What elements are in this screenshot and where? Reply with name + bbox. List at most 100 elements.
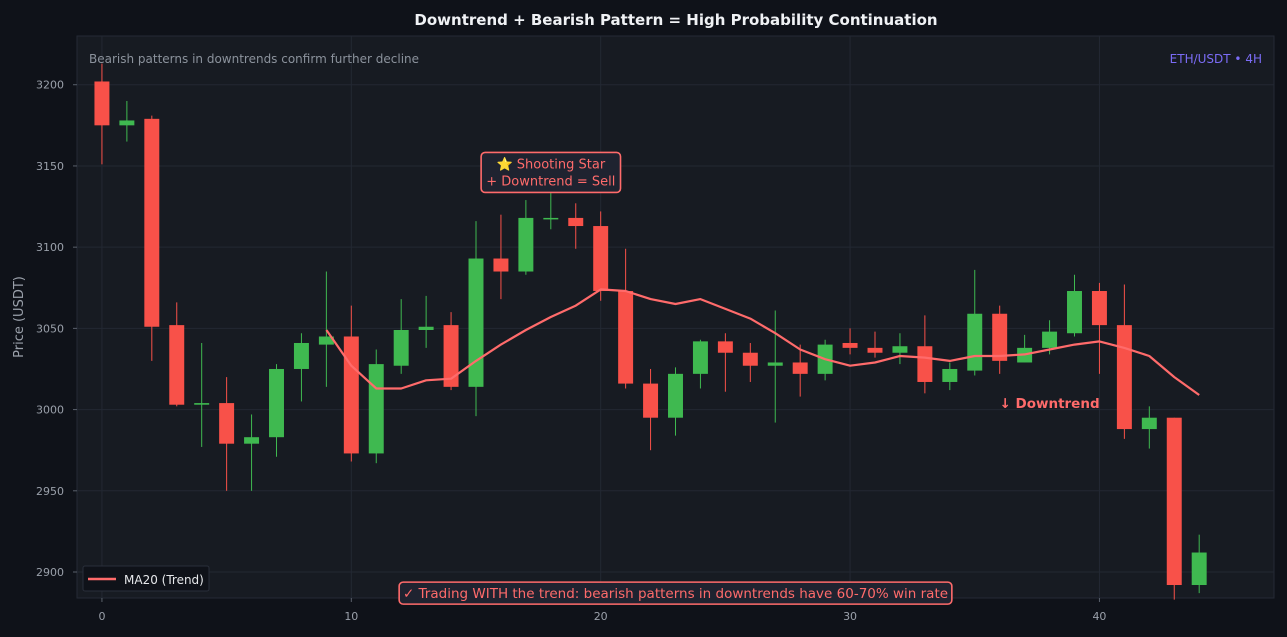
candle-body [368, 364, 384, 454]
candle-body [992, 313, 1008, 361]
candle-body [443, 325, 459, 387]
candle-bullish [1141, 406, 1157, 449]
candle-body [917, 346, 933, 382]
annotations: ⭐ Shooting Star + Downtrend = Sell ↓ Downt… [398, 151, 1100, 605]
candle-bearish [568, 203, 584, 249]
x-tick-label: 0 [98, 610, 105, 623]
legend: MA20 (Trend) [82, 565, 210, 592]
x-tick-label: 20 [594, 610, 608, 623]
candle-bullish [269, 364, 284, 457]
candle-bearish [94, 63, 110, 165]
candle-body [244, 437, 260, 444]
candle-bearish [219, 377, 235, 491]
candle-body [717, 341, 733, 353]
candle-bullish [1191, 534, 1207, 594]
candle-body [144, 118, 160, 327]
candle-bullish [767, 310, 783, 423]
candle-bullish [668, 367, 683, 436]
y-tick-label: 3050 [36, 322, 64, 335]
candle-body [343, 336, 359, 454]
annotation-text: ✓ Trading WITH the trend: bearish patter… [403, 586, 948, 602]
candle-body [543, 217, 559, 220]
candle-body [94, 81, 110, 126]
candle-body [892, 346, 908, 353]
candle-body [792, 362, 808, 374]
candle-body [1091, 291, 1107, 326]
x-tick-label: 30 [843, 610, 857, 623]
candle-bullish [418, 295, 434, 348]
annotation-text: ↓ Downtrend [1000, 396, 1100, 412]
candle-bearish [443, 312, 459, 391]
candle-body [1166, 417, 1182, 586]
candle-bearish [1091, 282, 1107, 374]
x-tick-label: 40 [1092, 610, 1106, 623]
y-tick-label: 3150 [36, 160, 64, 173]
candle-body [169, 325, 185, 405]
y-axis-label: Price (USDT) [12, 276, 27, 358]
candle-bullish [318, 271, 334, 387]
annotation-2: ✓ Trading WITH the trend: bearish patter… [398, 581, 953, 605]
y-tick-label: 3200 [36, 79, 64, 92]
chart-title: Downtrend + Bearish Pattern = High Proba… [414, 11, 937, 29]
chart-subtitle: Bearish patterns in downtrends confirm f… [89, 52, 419, 66]
moving-average [325, 288, 1200, 396]
candle-bullish [942, 362, 958, 391]
candle-bullish [1067, 274, 1082, 337]
annotation-box [398, 581, 953, 605]
candle-body [967, 313, 983, 371]
candle-bearish [742, 342, 758, 382]
candle-body [119, 120, 135, 126]
legend-box [82, 565, 210, 592]
annotation-0: ⭐ Shooting Star + Downtrend = Sell [480, 151, 622, 194]
candle-bearish [792, 344, 808, 397]
candle-bearish [1166, 417, 1182, 600]
candle-bullish [194, 342, 210, 447]
candle-bearish [643, 368, 659, 451]
y-axis: 2900 2950 3000 3050 3100 3150 3200 [36, 79, 77, 579]
annotation-text: + Downtrend = Sell [486, 174, 615, 189]
candle-body [568, 217, 584, 227]
candle-bullish [543, 188, 559, 230]
candle-bullish [119, 100, 135, 142]
candle-body [593, 226, 609, 292]
candle-bearish [144, 115, 160, 361]
y-tick-label: 2950 [36, 485, 64, 498]
annotation-1: ↓ Downtrend [1000, 396, 1100, 412]
candle-body [1116, 325, 1132, 430]
y-tick-label: 2900 [36, 566, 64, 579]
candle-body [418, 326, 434, 330]
candle-bullish [368, 349, 384, 464]
candle-bearish [917, 315, 933, 394]
candles [94, 63, 1207, 600]
candle-body [1067, 291, 1082, 334]
candle-body [219, 403, 235, 444]
annotation-text: ⭐ Shooting Star [496, 156, 605, 172]
candle-body [742, 352, 758, 366]
candle-body [942, 368, 958, 382]
candle-bearish [169, 302, 185, 407]
candle-body [767, 362, 783, 366]
candle-bullish [468, 221, 484, 417]
y-tick-label: 3100 [36, 241, 64, 254]
candle-bullish [393, 299, 409, 374]
candle-bullish [293, 333, 309, 402]
candle-bearish [867, 331, 883, 358]
candle-bearish [1116, 284, 1132, 439]
candle-bearish [842, 328, 858, 355]
candle-bullish [244, 414, 260, 491]
candle-bearish [618, 248, 634, 389]
candle-body [643, 383, 659, 418]
candle-body [618, 291, 634, 384]
candle-bearish [593, 211, 609, 301]
candle-bullish [892, 333, 908, 365]
candle-body [493, 258, 509, 272]
ma20-line [325, 288, 1200, 396]
candle-bearish [992, 305, 1008, 374]
candle-bearish [493, 214, 509, 300]
pair-label: ETH/USDT • 4H [1170, 52, 1262, 66]
candle-body [692, 341, 708, 374]
candle-body [1191, 552, 1207, 586]
candle-body [318, 336, 334, 345]
candle-body [468, 258, 484, 387]
